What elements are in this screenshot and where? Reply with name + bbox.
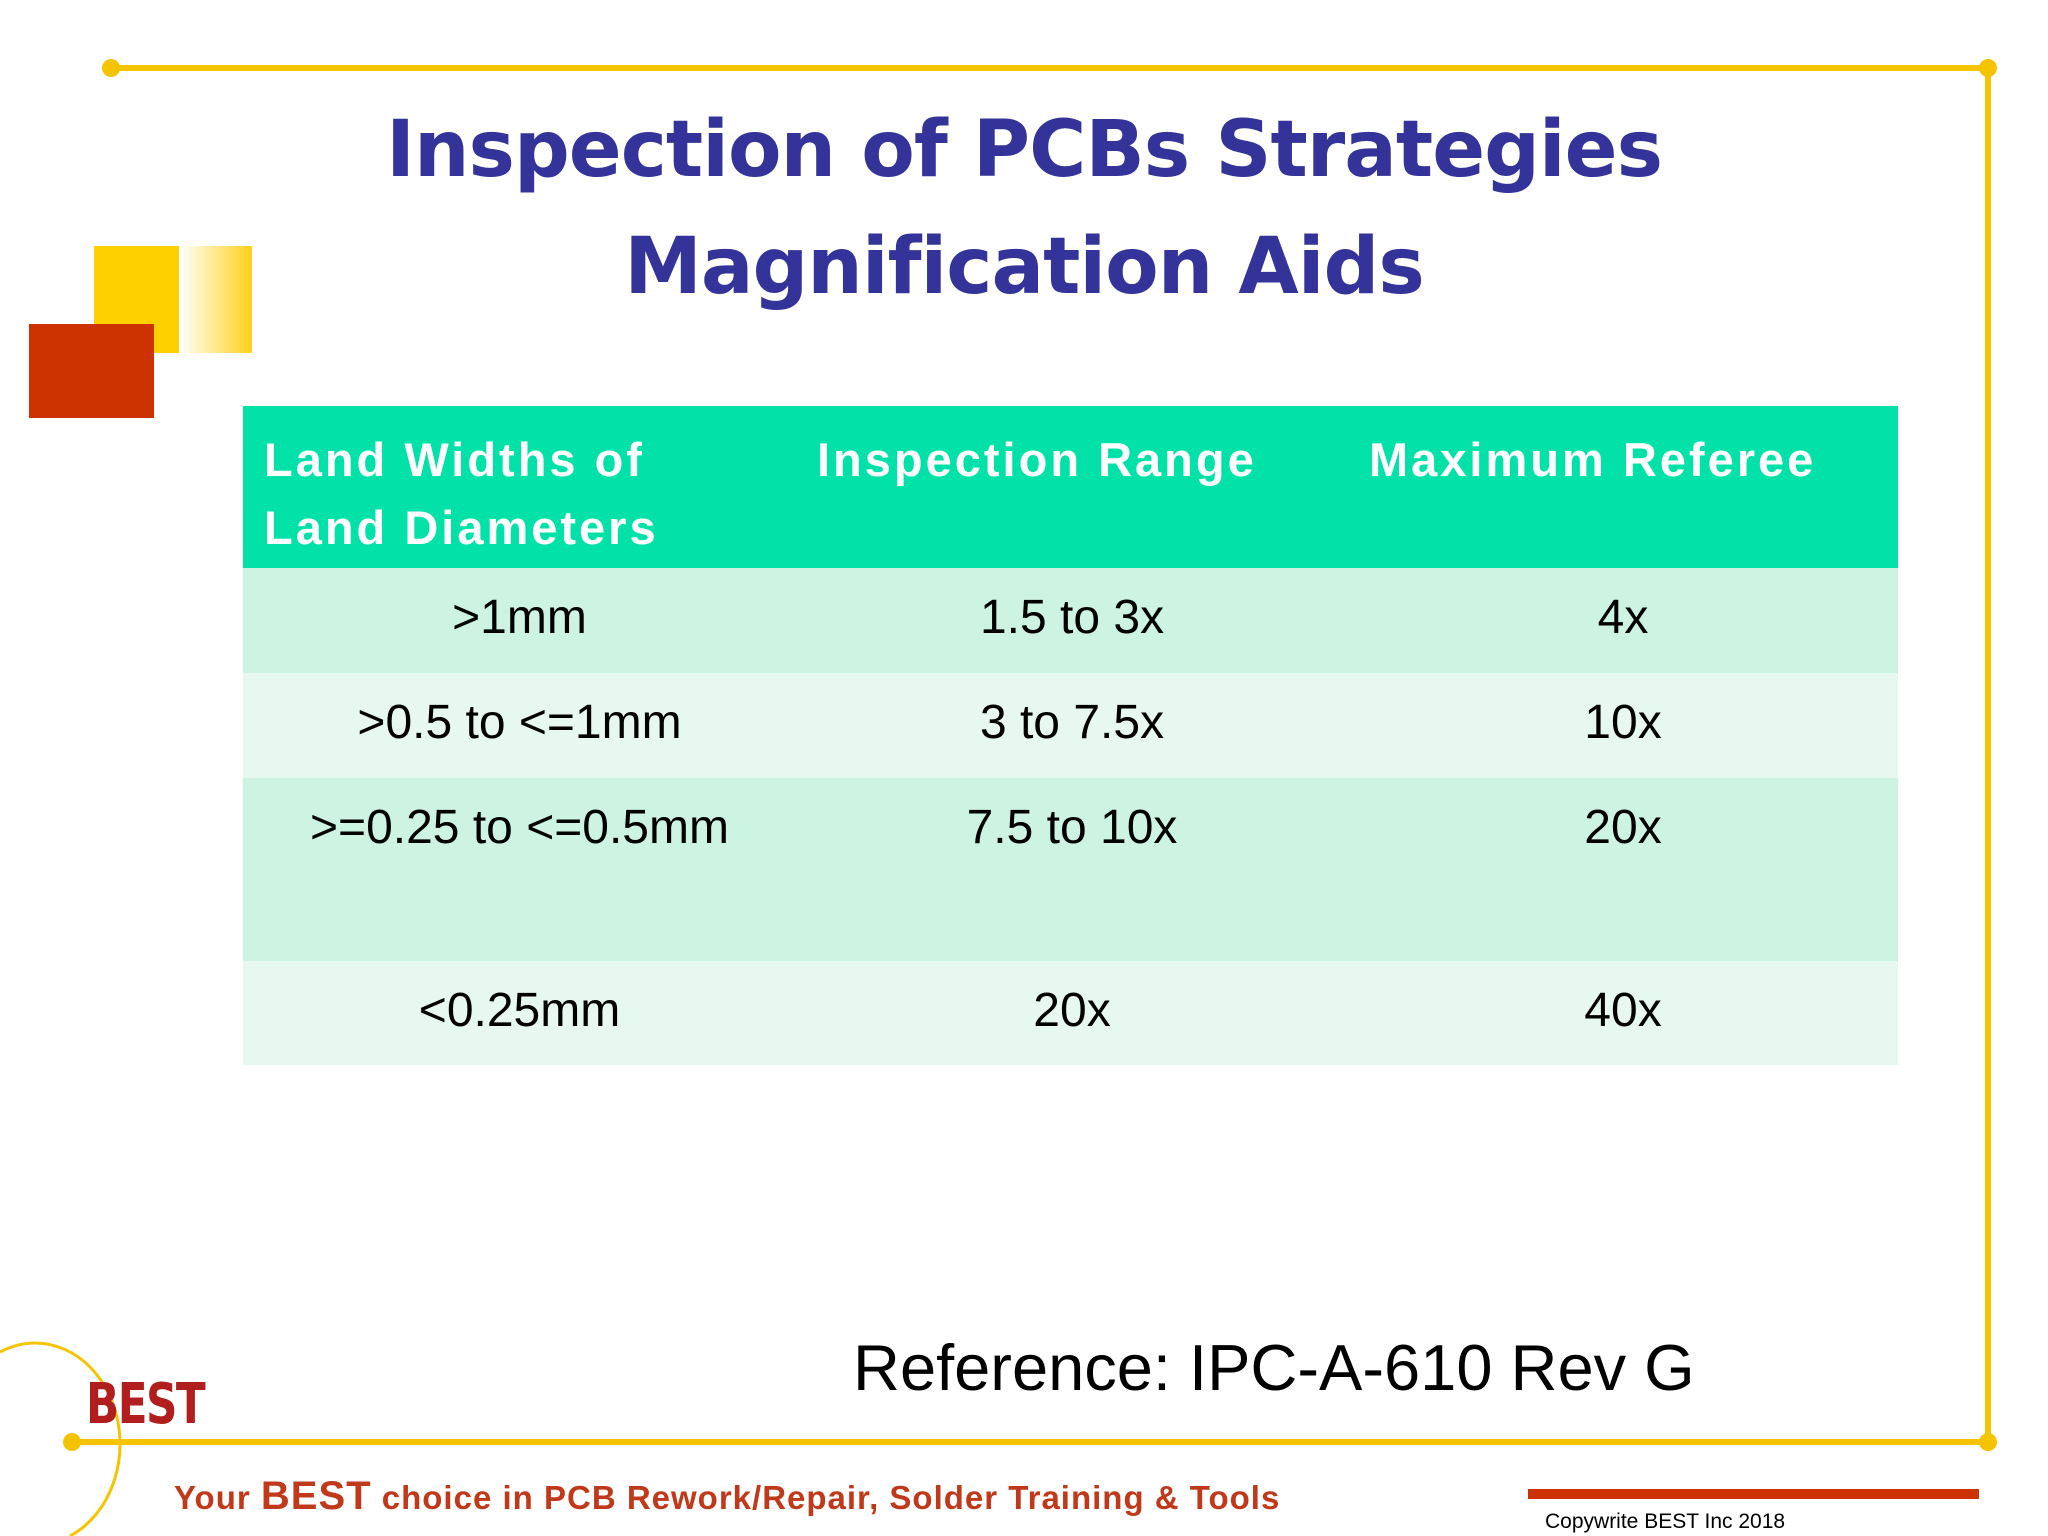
tagline-text: Your: [174, 1479, 251, 1516]
footer-bar: [1528, 1489, 1979, 1499]
title: Inspection of PCBs Strategies: [385, 105, 1663, 195]
copyright: Copywrite BEST Inc 2018: [1545, 1510, 1786, 1533]
header-cell: Maximum Referee: [1348, 406, 1898, 568]
tagline-text: choice in PCB Rework/Repair, Solder Trai…: [381, 1479, 1281, 1516]
table: Land Widths of Land Diameters Inspection…: [243, 406, 1898, 1065]
cell: >1mm: [243, 568, 796, 673]
frame-dot: [1979, 59, 1997, 77]
cell: <0.25mm: [243, 961, 796, 1065]
cell: 20x: [796, 961, 1348, 1065]
cell: 4x: [1348, 568, 1898, 673]
frame-dot: [102, 59, 120, 77]
table-row: >1mm 1.5 to 3x 4x: [243, 568, 1898, 673]
tagline-brand: BEST: [260, 1474, 372, 1518]
table-row: >=0.25 to <=0.5mm 7.5 to 10x 20x: [243, 778, 1898, 961]
tagline: Your BEST choice in PCB Rework/Repair, S…: [174, 1474, 1280, 1519]
cell: >0.5 to <=1mm: [243, 673, 796, 778]
cell: 1.5 to 3x: [796, 568, 1348, 673]
deco-square: [179, 246, 252, 353]
logo-arc: [0, 1341, 122, 1536]
table-row: >0.5 to <=1mm 3 to 7.5x 10x: [243, 673, 1898, 778]
logo: BEST: [86, 1372, 206, 1437]
deco-square: [29, 324, 154, 418]
cell: 3 to 7.5x: [796, 673, 1348, 778]
cell: 40x: [1348, 961, 1898, 1065]
frame-dot: [63, 1433, 81, 1451]
frame-dot: [1979, 1433, 1997, 1451]
cell: 20x: [1348, 778, 1898, 961]
table-header: Land Widths of Land Diameters Inspection…: [243, 406, 1898, 568]
cell: 10x: [1348, 673, 1898, 778]
header-cell: Land Widths of Land Diameters: [243, 406, 796, 568]
table-row: <0.25mm 20x 40x: [243, 961, 1898, 1065]
cell: >=0.25 to <=0.5mm: [243, 778, 796, 961]
header-cell: Inspection Range: [796, 406, 1348, 568]
cell: 7.5 to 10x: [796, 778, 1348, 961]
title: Magnification Aids: [624, 222, 1425, 312]
reference: Reference: IPC-A-610 Rev G: [853, 1331, 1695, 1404]
